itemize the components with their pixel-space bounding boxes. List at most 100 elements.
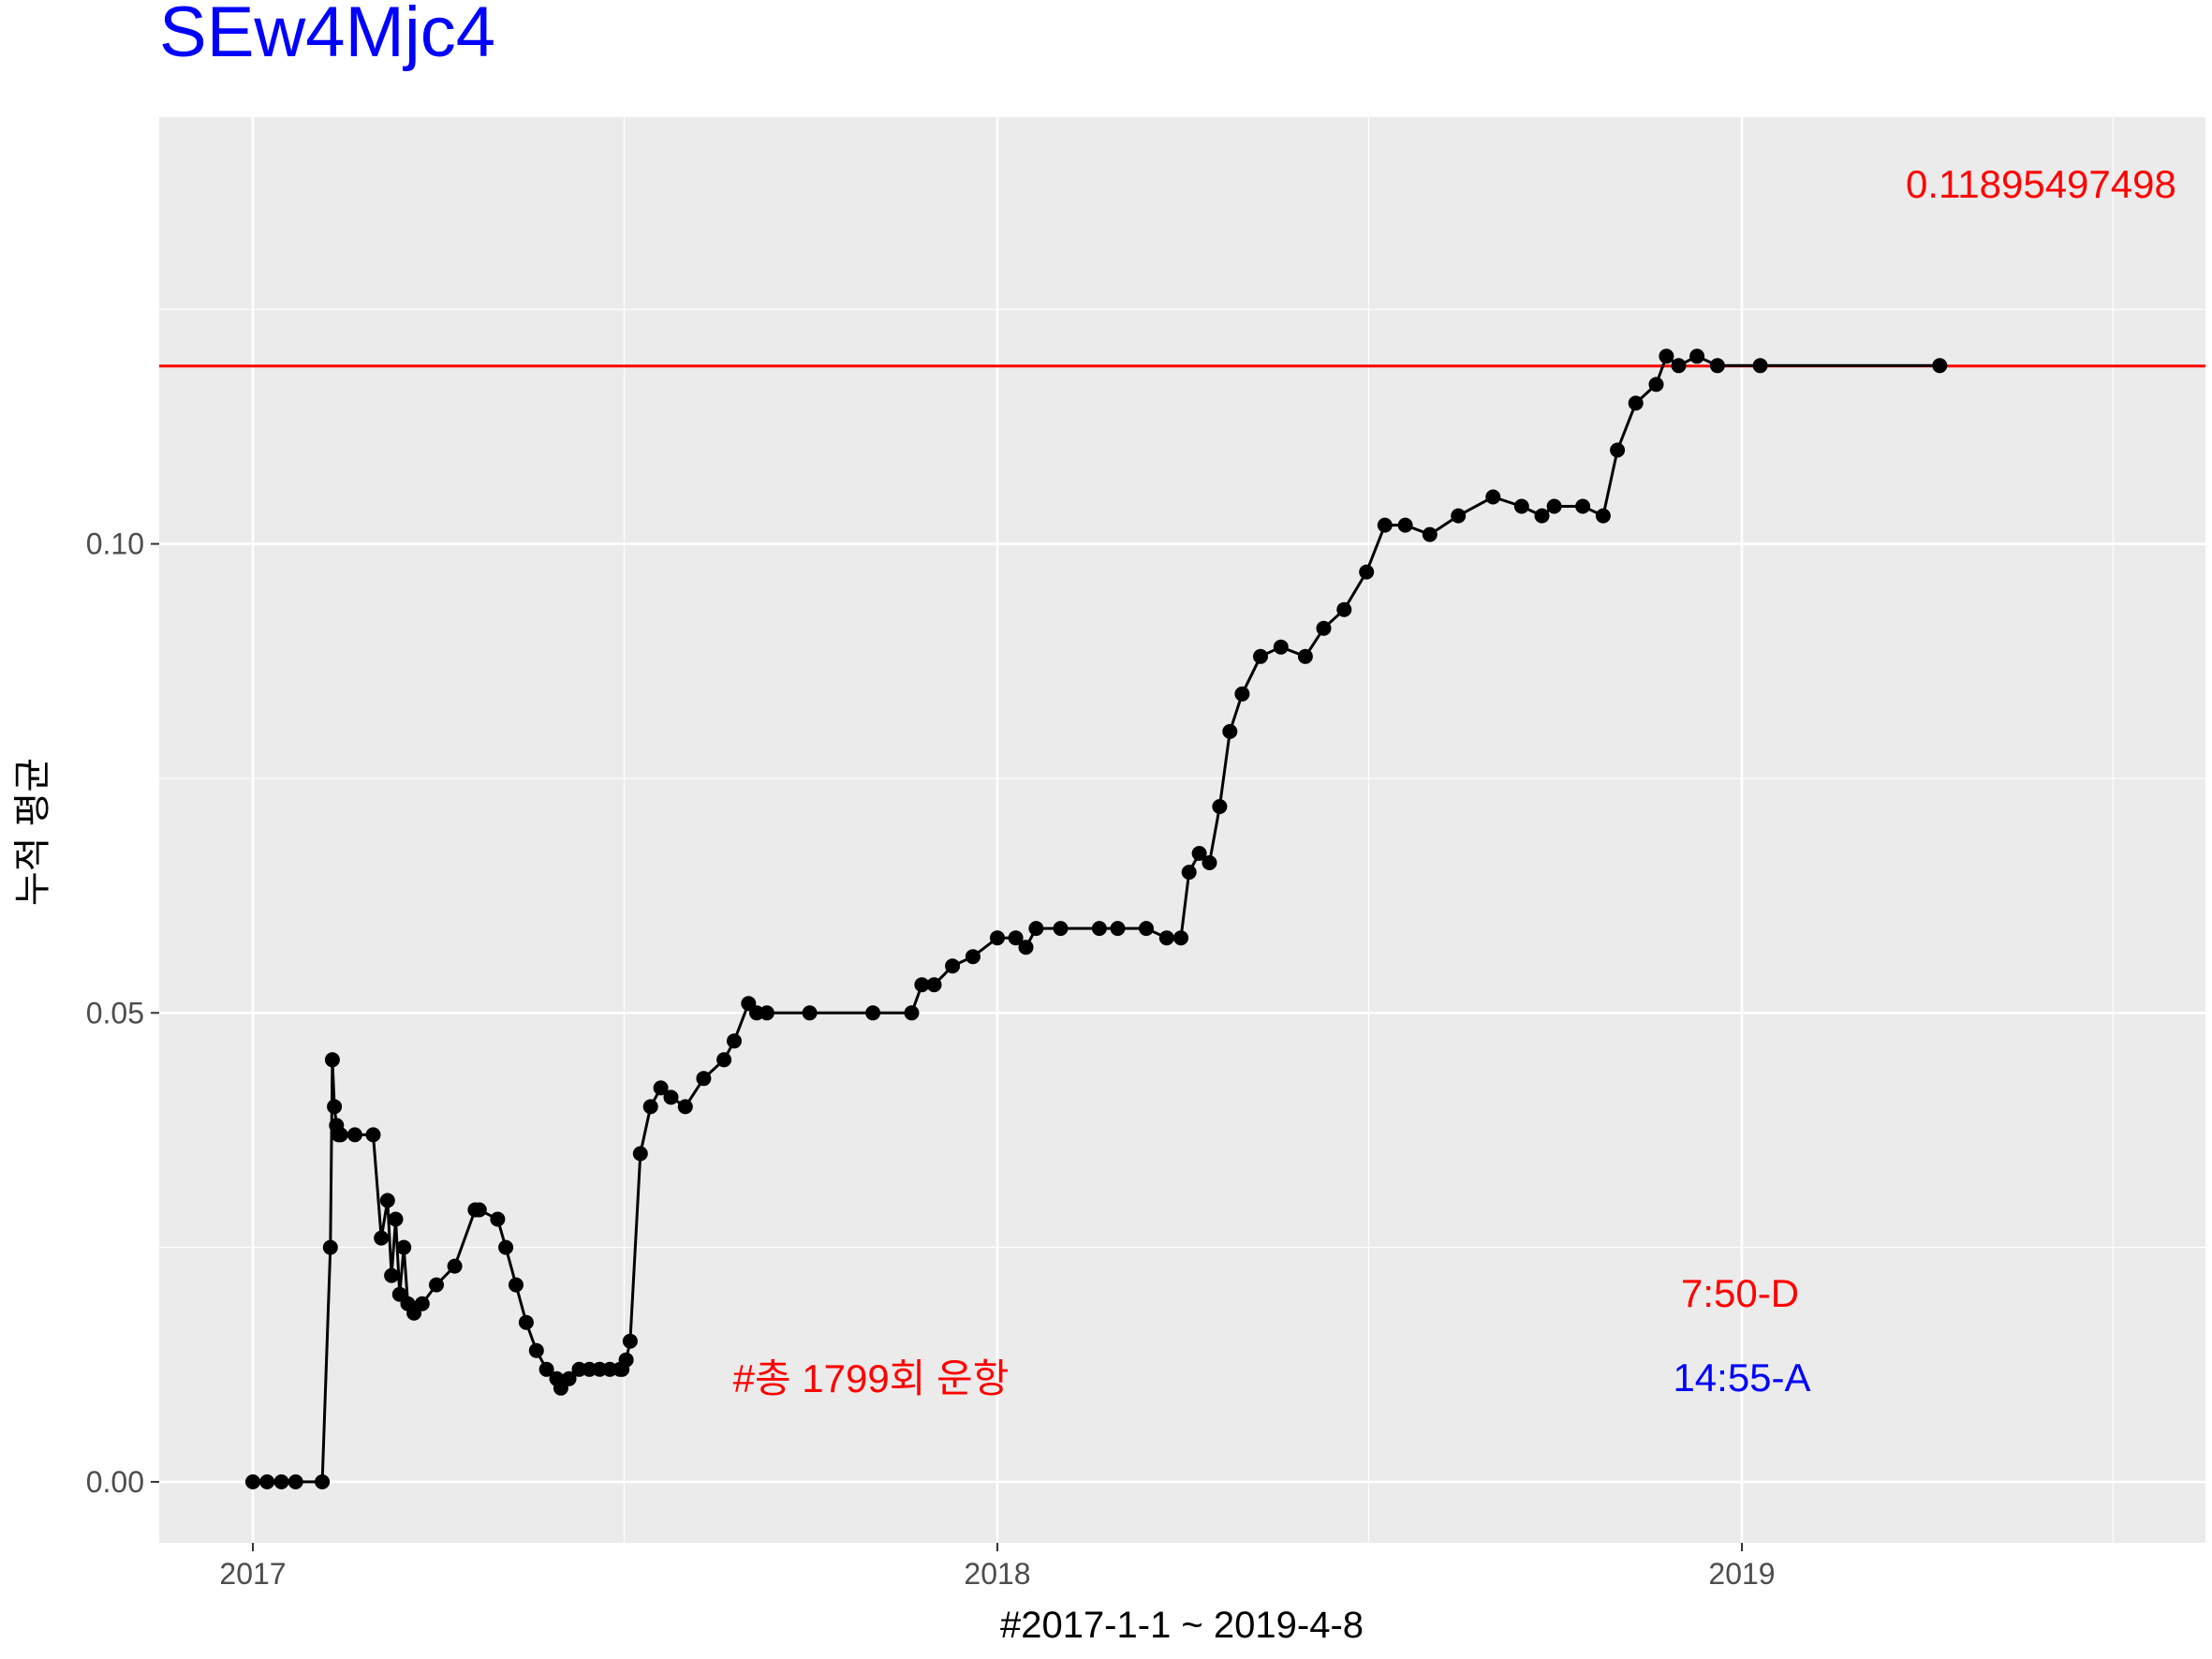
data-point-53 (759, 1005, 774, 1021)
reference-value-label: 0.11895497498 (1906, 162, 2176, 206)
data-point-31 (538, 1361, 554, 1377)
y-tick-label-0: 0.00 (86, 1465, 144, 1499)
data-point-11 (347, 1127, 362, 1143)
flight-count-annotation: #총 1799회 운항 (733, 1356, 1010, 1400)
data-point-14 (379, 1192, 395, 1208)
data-point-47 (677, 1099, 693, 1115)
data-point-25 (471, 1202, 487, 1218)
data-point-74 (1212, 799, 1228, 814)
data-point-67 (1110, 921, 1126, 937)
data-point-57 (914, 977, 930, 993)
data-point-78 (1273, 639, 1289, 655)
data-point-98 (1689, 348, 1705, 364)
data-point-18 (396, 1239, 412, 1255)
data-point-15 (384, 1267, 400, 1283)
data-point-59 (945, 958, 961, 974)
x-tick-label-2: 2019 (1708, 1557, 1775, 1591)
x-tick-label-0: 2017 (219, 1557, 286, 1591)
data-point-46 (663, 1089, 679, 1105)
data-point-27 (498, 1239, 514, 1255)
data-point-69 (1158, 930, 1174, 946)
data-point-92 (1595, 508, 1611, 524)
data-point-34 (561, 1370, 577, 1386)
data-point-81 (1336, 601, 1352, 617)
chart-title: SEw4Mjc4 (159, 0, 495, 72)
data-point-89 (1534, 508, 1550, 524)
data-point-80 (1316, 620, 1332, 636)
data-point-66 (1091, 921, 1107, 937)
x-tick-label-1: 2018 (964, 1557, 1030, 1591)
data-point-68 (1139, 921, 1154, 937)
data-point-22 (429, 1277, 444, 1293)
data-point-70 (1173, 930, 1188, 946)
data-point-7 (327, 1099, 343, 1115)
data-point-28 (509, 1277, 524, 1293)
data-point-93 (1610, 442, 1626, 458)
data-point-41 (618, 1352, 634, 1368)
y-tick-label-1: 0.05 (86, 996, 144, 1029)
data-point-29 (518, 1314, 534, 1330)
data-point-42 (622, 1333, 638, 1349)
data-point-77 (1253, 648, 1268, 664)
data-point-88 (1513, 498, 1529, 514)
series-points (245, 348, 1948, 1489)
departure-time-annotation: 7:50-D (1681, 1271, 1799, 1315)
data-point-30 (528, 1342, 544, 1358)
data-point-0 (245, 1474, 260, 1489)
data-point-6 (324, 1052, 340, 1068)
data-point-100 (1752, 358, 1768, 374)
data-point-16 (388, 1211, 404, 1227)
data-point-23 (447, 1258, 463, 1274)
data-point-58 (926, 977, 942, 993)
grid-minor (159, 117, 2205, 1543)
data-point-5 (322, 1239, 338, 1255)
data-point-76 (1234, 686, 1250, 702)
data-point-45 (653, 1080, 669, 1096)
data-point-49 (716, 1052, 732, 1068)
data-point-2 (273, 1474, 289, 1489)
grid-major (159, 117, 2205, 1543)
x-axis-title: #2017-1-1 ~ 2019-4-8 (1000, 1605, 1364, 1646)
data-point-60 (965, 949, 981, 965)
data-point-99 (1709, 358, 1725, 374)
y-axis-title: 누적 평균 (12, 758, 53, 906)
data-point-85 (1422, 526, 1438, 542)
data-point-71 (1181, 865, 1197, 881)
data-point-50 (727, 1033, 742, 1049)
data-point-55 (865, 1005, 881, 1021)
y-axis: 0.00 0.05 0.10 (86, 527, 159, 1499)
y-tick-label-2: 0.10 (86, 527, 144, 561)
data-point-94 (1628, 395, 1644, 411)
data-point-13 (374, 1230, 390, 1246)
data-point-61 (990, 930, 1005, 946)
data-point-84 (1397, 517, 1413, 533)
data-point-101 (1932, 358, 1948, 374)
data-point-12 (365, 1127, 381, 1143)
data-point-3 (288, 1474, 303, 1489)
data-point-26 (490, 1211, 506, 1227)
data-point-1 (259, 1474, 275, 1489)
data-point-83 (1377, 517, 1393, 533)
plot-panel (159, 117, 2205, 1543)
data-point-4 (315, 1474, 331, 1489)
data-point-82 (1359, 564, 1375, 580)
data-point-44 (642, 1099, 658, 1115)
data-point-10 (332, 1127, 348, 1143)
data-point-54 (802, 1005, 818, 1021)
data-point-63 (1018, 940, 1034, 955)
data-point-62 (1008, 930, 1024, 946)
data-point-48 (696, 1071, 712, 1087)
data-point-95 (1648, 377, 1664, 393)
data-point-79 (1297, 648, 1313, 664)
data-point-86 (1451, 508, 1467, 524)
data-point-64 (1028, 921, 1044, 937)
data-point-21 (414, 1296, 430, 1311)
data-point-97 (1671, 358, 1687, 374)
data-point-56 (904, 1005, 920, 1021)
data-point-65 (1053, 921, 1069, 937)
data-point-87 (1485, 489, 1501, 505)
data-point-72 (1191, 846, 1207, 861)
data-point-73 (1202, 855, 1217, 870)
data-point-43 (632, 1146, 648, 1162)
